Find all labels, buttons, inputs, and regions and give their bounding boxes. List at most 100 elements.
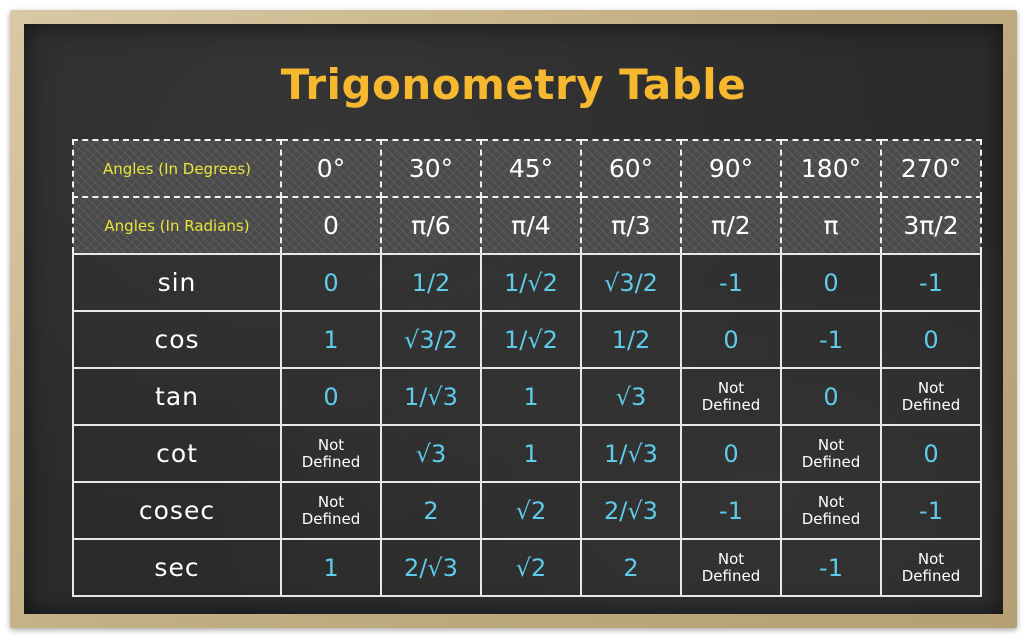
- value-cell: 2/√3: [580, 481, 682, 540]
- function-name-cell: sec: [72, 538, 282, 597]
- value-cell: 1/2: [580, 310, 682, 369]
- function-value: 0: [323, 382, 339, 411]
- function-value: 0: [323, 268, 339, 297]
- value-cell: Not DefinedNotDefined: [680, 367, 782, 426]
- value-cell: Not DefinedNotDefined: [780, 424, 882, 483]
- not-defined-line-1: Not: [817, 435, 845, 454]
- radians-row: Angles (In Radians) 0 π/6 π/4 π/3 π/2 π …: [72, 196, 982, 255]
- degree-cell: 270°: [880, 139, 982, 198]
- radian-value: π: [823, 211, 839, 240]
- board-frame: Trigonometry Table Angles (In Degrees) 0…: [10, 10, 1017, 628]
- value-cell: 1: [280, 538, 382, 597]
- function-name: cosec: [138, 496, 216, 525]
- function-value: √3/2: [404, 325, 458, 354]
- trigonometry-table: Angles (In Degrees) 0° 30° 45° 60° 90° 1…: [72, 139, 982, 597]
- radian-value: π/3: [611, 211, 651, 240]
- radians-label: Angles (In Radians): [104, 217, 250, 235]
- value-cell: Not DefinedNotDefined: [780, 481, 882, 540]
- value-cell: 0: [880, 424, 982, 483]
- value-cell: 1/√3: [580, 424, 682, 483]
- value-cell: Not DefinedNotDefined: [280, 481, 382, 540]
- value-cell: 1: [480, 424, 582, 483]
- function-value: √3: [415, 439, 447, 468]
- value-cell: -1: [680, 481, 782, 540]
- degree-cell: 60°: [580, 139, 682, 198]
- function-value: 0: [923, 439, 939, 468]
- degree-value: 45°: [508, 154, 554, 183]
- function-value: 1: [523, 439, 539, 468]
- not-defined-line-1: Not: [917, 549, 945, 568]
- not-defined-line-2: Defined: [801, 509, 861, 528]
- function-value: -1: [919, 496, 943, 525]
- function-value: 2/√3: [404, 553, 458, 582]
- function-value: 1: [323, 553, 339, 582]
- function-name: cos: [154, 325, 200, 354]
- not-defined-line-2: Defined: [701, 566, 761, 585]
- value-cell: -1: [880, 253, 982, 312]
- function-value: -1: [819, 553, 843, 582]
- value-cell: √3/2: [380, 310, 482, 369]
- function-value: √3/2: [604, 268, 658, 297]
- radian-value: π/2: [711, 211, 751, 240]
- function-value: -1: [719, 268, 743, 297]
- degree-value: 0°: [316, 154, 346, 183]
- value-cell: Not DefinedNotDefined: [280, 424, 382, 483]
- value-cell: √3/2: [580, 253, 682, 312]
- function-row-sin: sin 0 1/2 1/√2 √3/2 -1 0 -1: [72, 253, 982, 312]
- value-cell: 2: [580, 538, 682, 597]
- page-title: Trigonometry Table: [280, 60, 747, 109]
- function-name-cell: cot: [72, 424, 282, 483]
- value-cell: 1/2: [380, 253, 482, 312]
- function-row-cos: cos 1 √3/2 1/√2 1/2 0 -1 0: [72, 310, 982, 369]
- value-cell: √3: [380, 424, 482, 483]
- function-name-cell: tan: [72, 367, 282, 426]
- value-cell: √3: [580, 367, 682, 426]
- radian-value: 3π/2: [903, 211, 959, 240]
- not-defined-line-1: Not: [717, 378, 745, 397]
- value-cell: -1: [880, 481, 982, 540]
- radian-value: π/4: [511, 211, 551, 240]
- value-cell: 0: [680, 310, 782, 369]
- function-value: 1/√3: [604, 439, 658, 468]
- function-value: 0: [823, 268, 839, 297]
- function-name: tan: [155, 382, 199, 411]
- chalkboard: Trigonometry Table Angles (In Degrees) 0…: [24, 24, 1003, 614]
- value-cell: -1: [780, 538, 882, 597]
- not-defined-line-2: Defined: [901, 395, 961, 414]
- value-cell: √2: [480, 481, 582, 540]
- function-value: 0: [923, 325, 939, 354]
- degree-value: 60°: [608, 154, 654, 183]
- value-cell: 2: [380, 481, 482, 540]
- function-value: -1: [719, 496, 743, 525]
- function-value: 1/√3: [404, 382, 458, 411]
- value-cell: Not DefinedNotDefined: [880, 367, 982, 426]
- degree-cell: 0°: [280, 139, 382, 198]
- function-value: 1/2: [411, 268, 451, 297]
- value-cell: Not DefinedNotDefined: [880, 538, 982, 597]
- not-defined-line-2: Defined: [801, 452, 861, 471]
- function-value: 1/2: [611, 325, 651, 354]
- not-defined-line-1: Not: [717, 549, 745, 568]
- degree-value: 180°: [800, 154, 862, 183]
- function-name-cell: cosec: [72, 481, 282, 540]
- function-value: 2: [423, 496, 439, 525]
- value-cell: 0: [280, 253, 382, 312]
- degree-cell: 90°: [680, 139, 782, 198]
- function-value: -1: [919, 268, 943, 297]
- not-defined-line-2: Defined: [901, 566, 961, 585]
- not-defined-line-2: Defined: [301, 509, 361, 528]
- value-cell: 2/√3: [380, 538, 482, 597]
- not-defined-line-1: Not: [317, 435, 345, 454]
- function-value: 0: [723, 325, 739, 354]
- value-cell: 1/√2: [480, 253, 582, 312]
- not-defined-line-2: Defined: [701, 395, 761, 414]
- radian-cell: π/6: [380, 196, 482, 255]
- function-value: √3: [615, 382, 647, 411]
- value-cell: Not DefinedNotDefined: [680, 538, 782, 597]
- radian-cell: π: [780, 196, 882, 255]
- function-name-cell: cos: [72, 310, 282, 369]
- radian-value: 0: [323, 211, 339, 240]
- not-defined-line-1: Not: [917, 378, 945, 397]
